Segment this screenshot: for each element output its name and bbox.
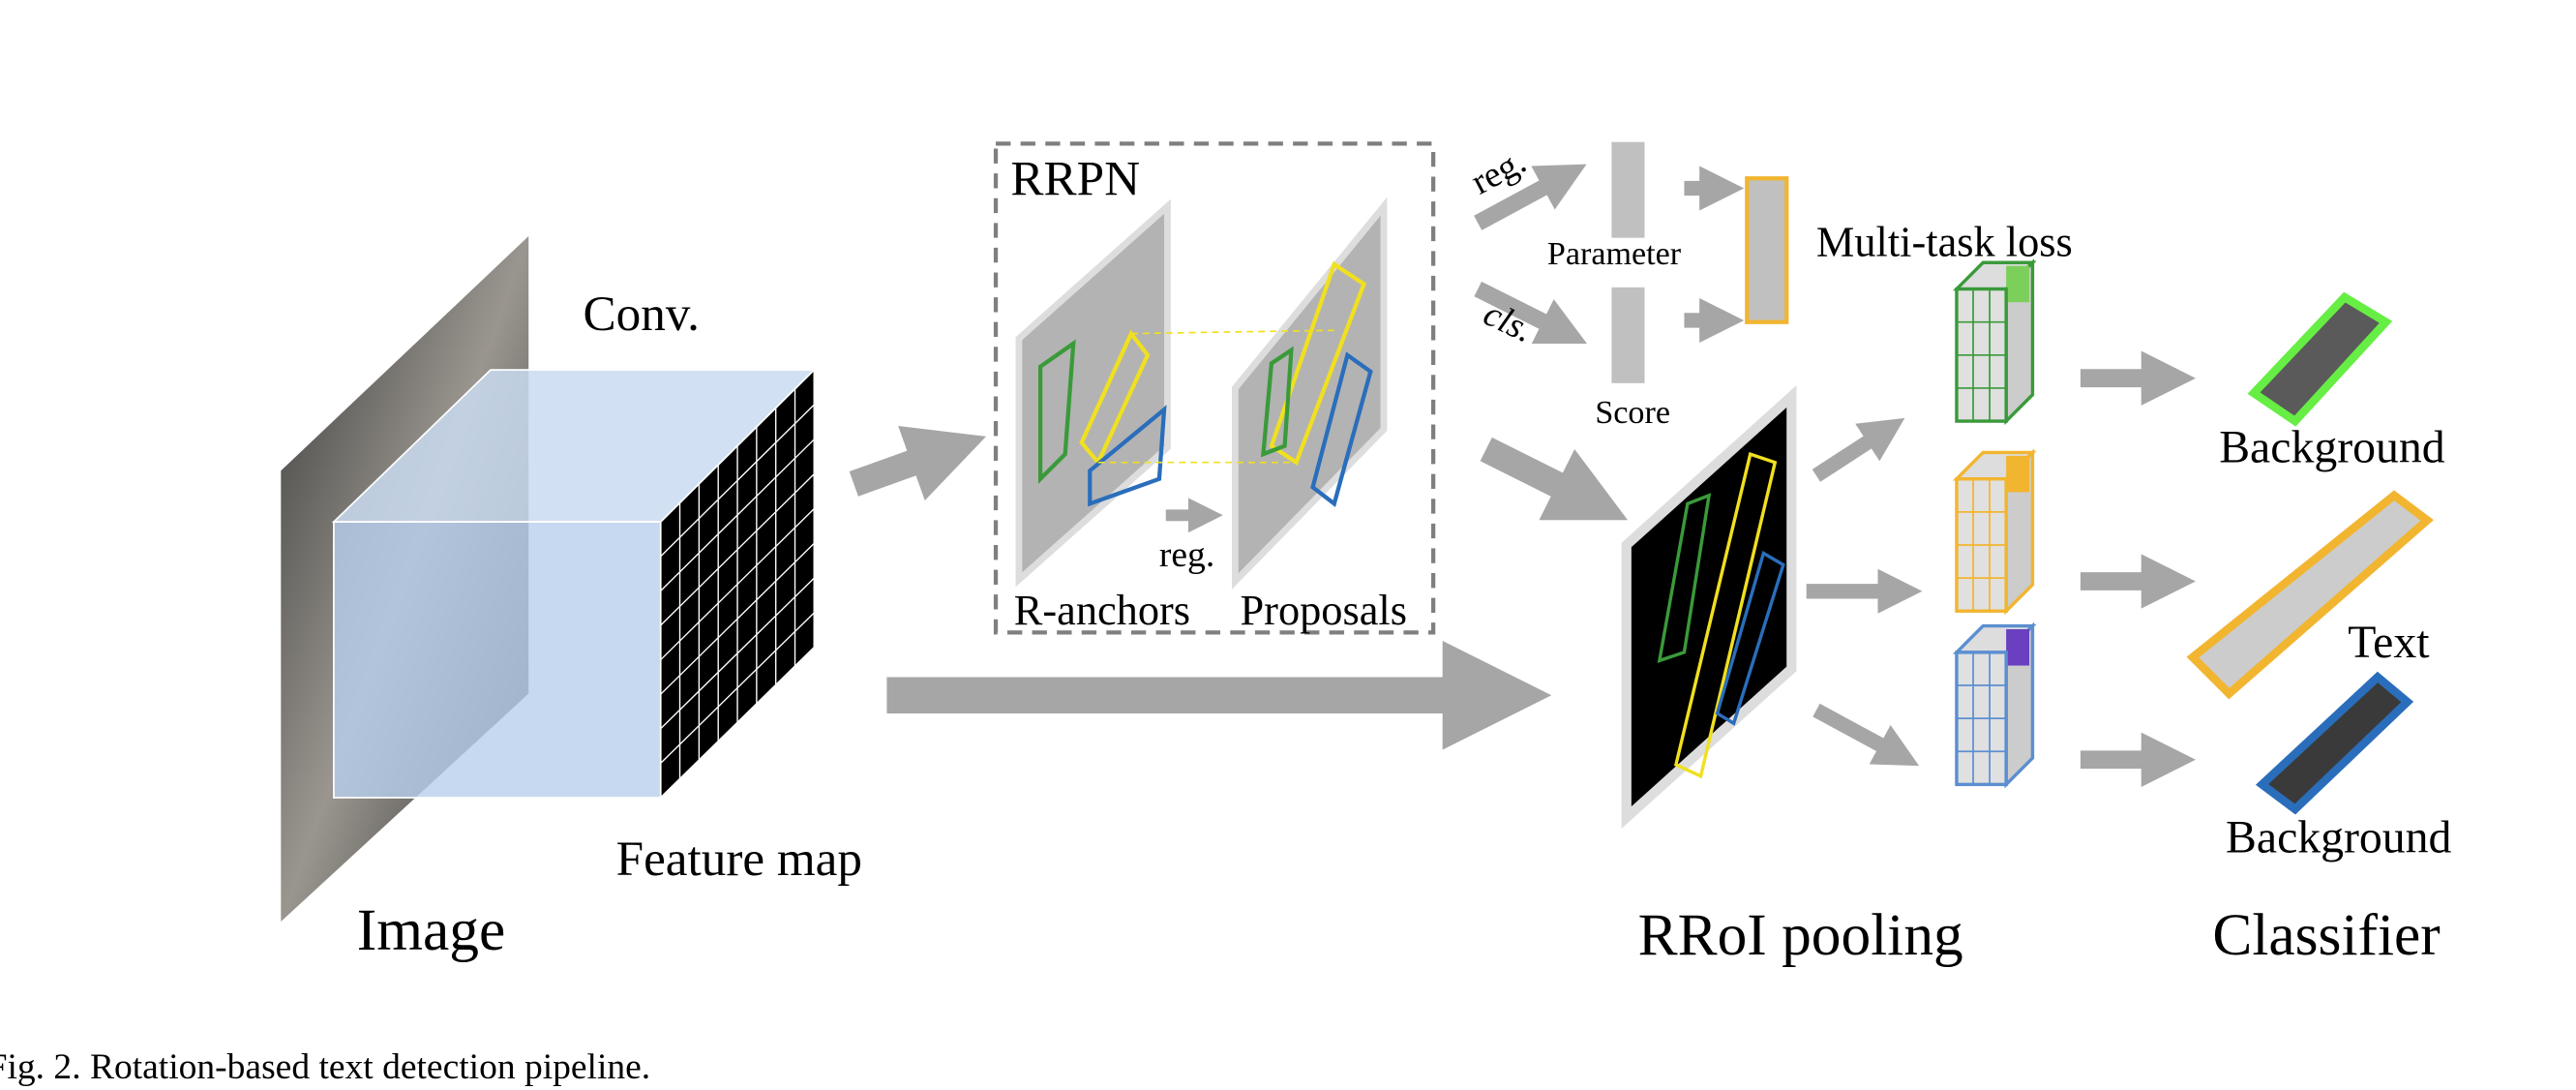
output-background: [2247, 291, 2393, 427]
rroi-map: [1621, 384, 1797, 829]
anchors-label: R-anchors: [1014, 586, 1190, 634]
image-label: Image: [357, 897, 505, 963]
caption: Fig. 2. Rotation-based text detection pi…: [0, 1047, 650, 1087]
proposal-plane: [1231, 197, 1388, 590]
conv-label: Conv.: [584, 287, 700, 342]
grid-line: [660, 507, 815, 661]
pooled-accent: [2006, 629, 2030, 666]
cube-grid: [660, 388, 815, 779]
loss-box: [1745, 176, 1789, 324]
proposal-box: [1310, 351, 1373, 507]
rrpn-reg: reg.: [1159, 535, 1214, 575]
score-label: Score: [1595, 395, 1670, 431]
rroi-box: [1673, 451, 1778, 779]
output-text: [2186, 490, 2434, 700]
anchor-box: [1088, 405, 1167, 507]
classifier-label: Classifier: [2212, 902, 2440, 968]
pooled-features: [1952, 258, 2037, 789]
rroi-box: [1657, 493, 1712, 663]
grid-line: [660, 577, 815, 730]
pooled-accent: [2006, 455, 2030, 493]
anchor-plane: [1015, 198, 1171, 588]
score-vector: [1611, 287, 1645, 383]
rrpn-title: RRPN: [1010, 151, 1140, 206]
grid-line: [660, 612, 815, 764]
parameter-label: Parameter: [1547, 236, 1682, 272]
loss-label: Multi-task loss: [1816, 217, 2073, 265]
output-label: Background: [2219, 422, 2445, 473]
output-label: Background: [2226, 811, 2452, 863]
rroi-label: RRoI pooling: [1638, 902, 1963, 968]
parameter-vector: [1611, 141, 1645, 238]
feature-map-label: Feature map: [616, 832, 862, 887]
proposal-box: [1260, 346, 1294, 458]
proposals-label: Proposals: [1241, 586, 1407, 634]
output-label: Text: [2348, 617, 2429, 668]
rrpn-box: [993, 141, 1436, 635]
cube-front: [333, 521, 662, 799]
rroi-box: [1715, 550, 1785, 726]
correspondence: [1097, 329, 1334, 464]
anchor-box: [1037, 339, 1076, 484]
arrows: [849, 164, 2196, 787]
output-background: [2255, 671, 2414, 815]
grid-line: [660, 542, 815, 695]
pooled-accent: [2006, 265, 2030, 303]
